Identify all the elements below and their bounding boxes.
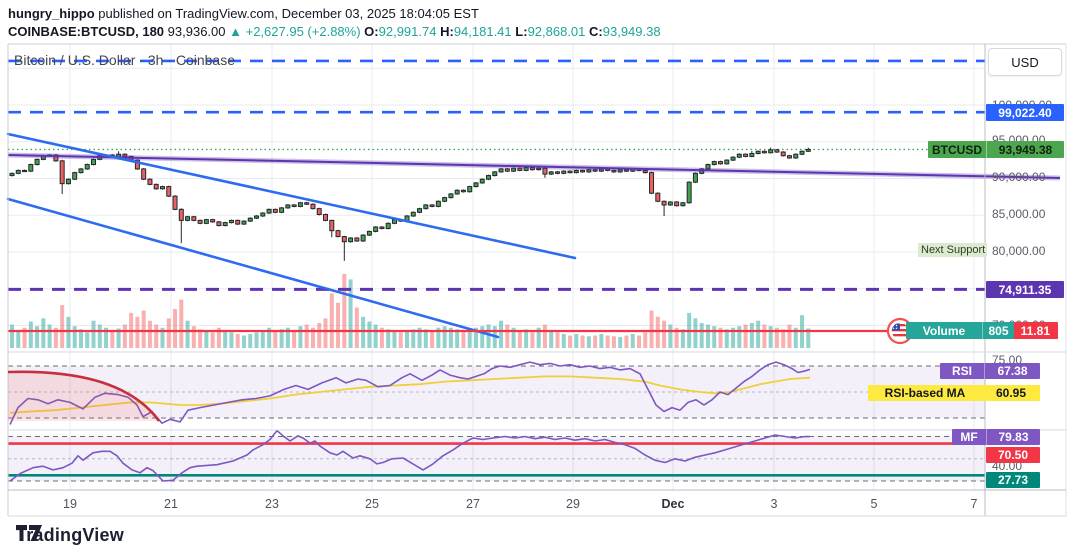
mf-value: 79.83 bbox=[986, 429, 1040, 445]
volume-value: 805 bbox=[982, 322, 1014, 339]
time-tick: 7 bbox=[970, 497, 978, 511]
mf-name: MF bbox=[960, 430, 978, 444]
time-tick: Dec bbox=[661, 497, 685, 511]
rsi-ma-label: RSI-based MA 60.95 bbox=[868, 385, 1040, 401]
close-value: 93,949.38 bbox=[602, 24, 661, 39]
tradingview-logo-text: TradingView bbox=[16, 525, 124, 545]
publish-text: published on TradingView.com, December 0… bbox=[94, 6, 479, 21]
mf-teal-level-label: 27.73 bbox=[986, 472, 1040, 488]
volume-label: Volume 805 bbox=[906, 322, 1014, 339]
close-label: C: bbox=[589, 24, 603, 39]
currency-usd-button[interactable]: USD bbox=[988, 48, 1062, 76]
publish-info: hungry_hippo published on TradingView.co… bbox=[8, 6, 479, 21]
time-tick: 5 bbox=[870, 497, 878, 511]
rsi-name: RSI bbox=[951, 364, 972, 378]
time-tick: 19 bbox=[63, 497, 77, 511]
low-label: L: bbox=[515, 24, 528, 39]
price-label-purple-74911: 74,911.35 bbox=[986, 281, 1064, 298]
mf-red-level-label: 70.50 bbox=[986, 447, 1040, 463]
last-price-label: BTCUSD 93,949.38 bbox=[928, 141, 1064, 158]
change-arrow-icon: ▲ bbox=[229, 24, 242, 39]
high-label: H: bbox=[440, 24, 454, 39]
tradingview-logo-icon bbox=[16, 525, 42, 541]
volume-name: Volume bbox=[922, 323, 966, 338]
chart-legend-title: Bitcoin / U.S. Dollar · 3h · Coinbase bbox=[14, 52, 235, 68]
username: hungry_hippo bbox=[8, 6, 95, 21]
last-price: 93,936.00 bbox=[167, 24, 226, 39]
time-tick: 27 bbox=[466, 497, 480, 511]
mf-label: MF 79.83 bbox=[952, 429, 1040, 445]
symbol-tag: BTCUSD bbox=[932, 142, 982, 157]
time-tick: 29 bbox=[566, 497, 580, 511]
time-tick: 23 bbox=[265, 497, 279, 511]
low-value: 92,868.01 bbox=[527, 24, 586, 39]
tradingview-footer-logo[interactable]: TradingView bbox=[16, 525, 124, 546]
symbol-ohlc-bar: COINBASE:BTCUSD, 180 93,936.00 ▲ +2,627.… bbox=[8, 24, 661, 39]
price-tick: 85,000.00 bbox=[992, 207, 1046, 221]
price-label-blue-99022: 99,022.40 bbox=[986, 104, 1064, 121]
time-tick: 21 bbox=[164, 497, 178, 511]
price-tick: 90,000.00 bbox=[992, 170, 1046, 184]
rsi-value: 67.38 bbox=[984, 363, 1040, 379]
last-price-value: 93,949.38 bbox=[986, 141, 1064, 158]
high-value: 94,181.41 bbox=[453, 24, 512, 39]
rsi-ma-value: 60.95 bbox=[995, 386, 1027, 400]
change-value: +2,627.95 (+2.88%) bbox=[245, 24, 361, 39]
price-tick: 80,000.00 bbox=[992, 244, 1046, 258]
rsi-ma-name: RSI-based MA bbox=[884, 386, 966, 400]
open-label: O: bbox=[364, 24, 379, 39]
symbol-interval: COINBASE:BTCUSD, 180 bbox=[8, 24, 165, 39]
time-tick: 3 bbox=[770, 497, 778, 511]
rsi-label: RSI 67.38 bbox=[940, 363, 1040, 379]
open-value: 92,991.74 bbox=[378, 24, 437, 39]
next-support-note: Next Support bbox=[918, 243, 987, 257]
time-tick: 25 bbox=[365, 497, 379, 511]
